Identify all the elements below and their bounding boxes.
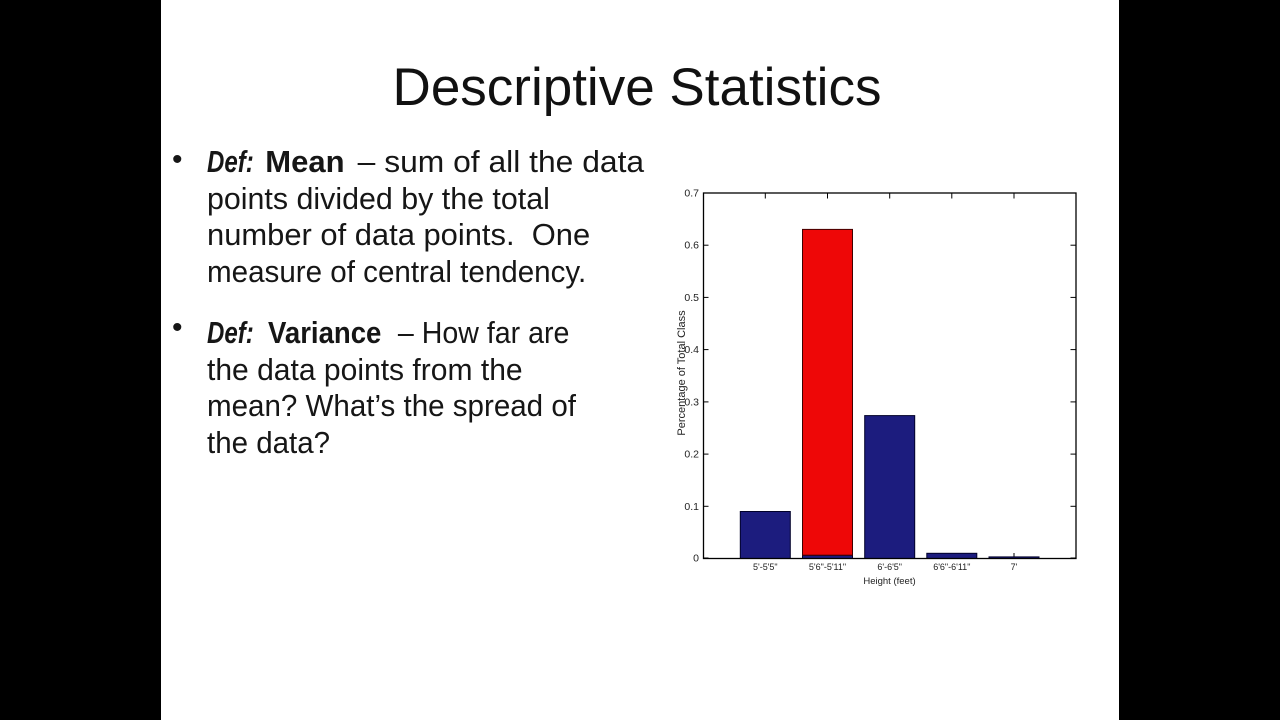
svg-text:0.2: 0.2 (684, 449, 699, 461)
svg-text:0.4: 0.4 (684, 344, 699, 356)
svg-text:Height (feet): Height (feet) (863, 576, 915, 587)
svg-text:0.3: 0.3 (684, 396, 699, 408)
svg-text:0.7: 0.7 (684, 188, 699, 200)
svg-text:0.6: 0.6 (684, 240, 699, 252)
svg-text:6'-6'5": 6'-6'5" (877, 562, 902, 572)
svg-text:0: 0 (693, 553, 699, 565)
svg-text:7': 7' (1011, 562, 1018, 572)
svg-text:0.1: 0.1 (684, 501, 699, 513)
svg-text:5'-5'5": 5'-5'5" (753, 562, 778, 572)
svg-text:0.5: 0.5 (684, 292, 699, 304)
svg-text:6'6"-6'11": 6'6"-6'11" (933, 562, 970, 572)
svg-text:5'6"-5'11": 5'6"-5'11" (809, 562, 846, 572)
svg-text:Percentage of Total Class: Percentage of Total Class (676, 310, 688, 436)
